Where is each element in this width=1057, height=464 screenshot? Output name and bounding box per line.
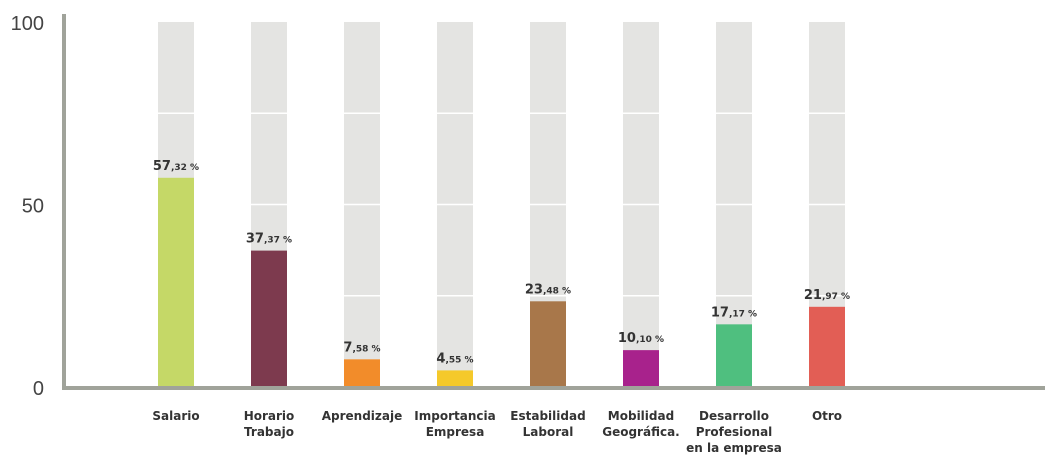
bar (623, 350, 659, 387)
bar (158, 177, 194, 387)
data-label: 17,17 % (711, 305, 757, 320)
y-tick-label: 50 (22, 196, 44, 218)
data-label: 10,10 % (618, 331, 664, 346)
bar (716, 324, 752, 387)
data-label: 7,58 % (343, 340, 380, 355)
data-label: 37,37 % (246, 232, 292, 247)
y-tick-label: 100 (11, 13, 44, 35)
bar (251, 250, 287, 387)
x-tick-label: Mobilidad Geográfica. (602, 409, 680, 439)
x-tick-label: Desarrollo Profesional en la empresa (686, 409, 782, 455)
data-label: 21,97 % (804, 288, 850, 303)
x-tick-label: Estabilidad Laboral (510, 409, 585, 439)
bar (530, 301, 566, 387)
data-label: 4,55 % (436, 351, 473, 366)
x-tick-label: Importancia Empresa (414, 409, 495, 439)
data-label: 57,32 % (153, 159, 199, 174)
bar (344, 359, 380, 387)
bar (809, 306, 845, 387)
bar (437, 370, 473, 387)
y-tick-label: 0 (33, 378, 44, 400)
x-tick-label: Aprendizaje (322, 409, 403, 423)
data-label: 23,48 % (525, 282, 571, 297)
x-tick-label: Salario (152, 409, 199, 423)
x-tick-label: Horario Trabajo (244, 409, 295, 439)
x-tick-label: Otro (812, 409, 842, 423)
